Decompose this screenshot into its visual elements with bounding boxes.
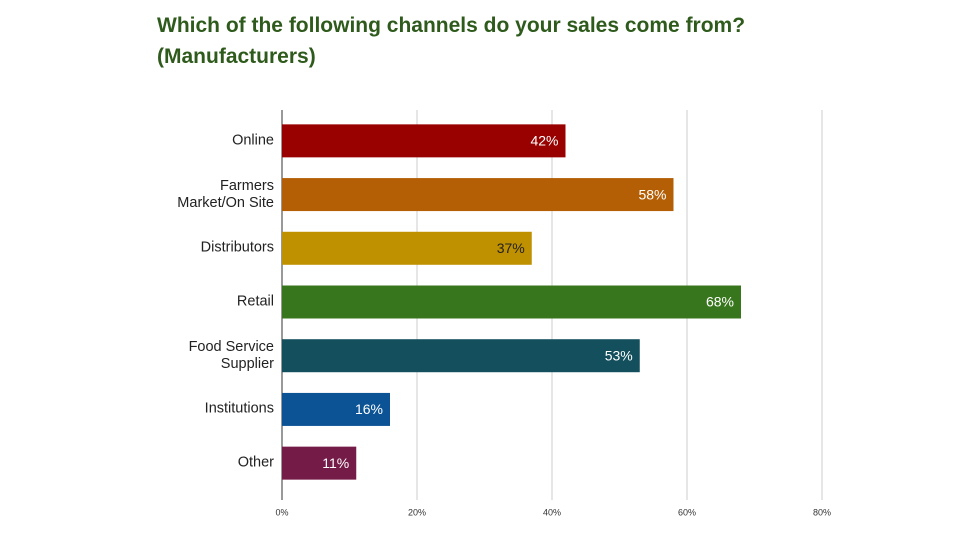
y-tick-label: Institutions	[204, 400, 274, 417]
value-label: 58%	[638, 186, 666, 202]
bar	[282, 231, 532, 265]
value-label: 11%	[322, 455, 349, 471]
value-label: 16%	[355, 401, 383, 417]
bar	[282, 178, 674, 212]
value-label: 37%	[497, 240, 525, 256]
y-tick-label: Online	[232, 132, 274, 149]
y-tick-label: Farmers Market/On Site	[177, 177, 274, 211]
y-tick-label: Distributors	[200, 239, 274, 256]
y-tick-label: Food Service Supplier	[188, 338, 274, 372]
chart-title: Which of the following channels do your …	[157, 14, 746, 68]
bar	[282, 124, 566, 158]
y-tick-label: Retail	[236, 293, 274, 310]
x-tick-label: 40%	[543, 507, 561, 517]
x-tick-label: 80%	[813, 507, 831, 517]
x-tick-label: 20%	[408, 507, 426, 517]
bar	[282, 285, 741, 319]
x-tick-label: 60%	[678, 507, 696, 517]
bar	[282, 392, 390, 426]
value-label: 53%	[605, 347, 633, 363]
x-tick-label: 0%	[275, 507, 288, 517]
value-label: 68%	[706, 294, 734, 310]
y-tick-label: Other	[237, 454, 274, 471]
value-label: 42%	[530, 133, 558, 149]
bar	[282, 446, 357, 480]
bar	[282, 339, 640, 373]
